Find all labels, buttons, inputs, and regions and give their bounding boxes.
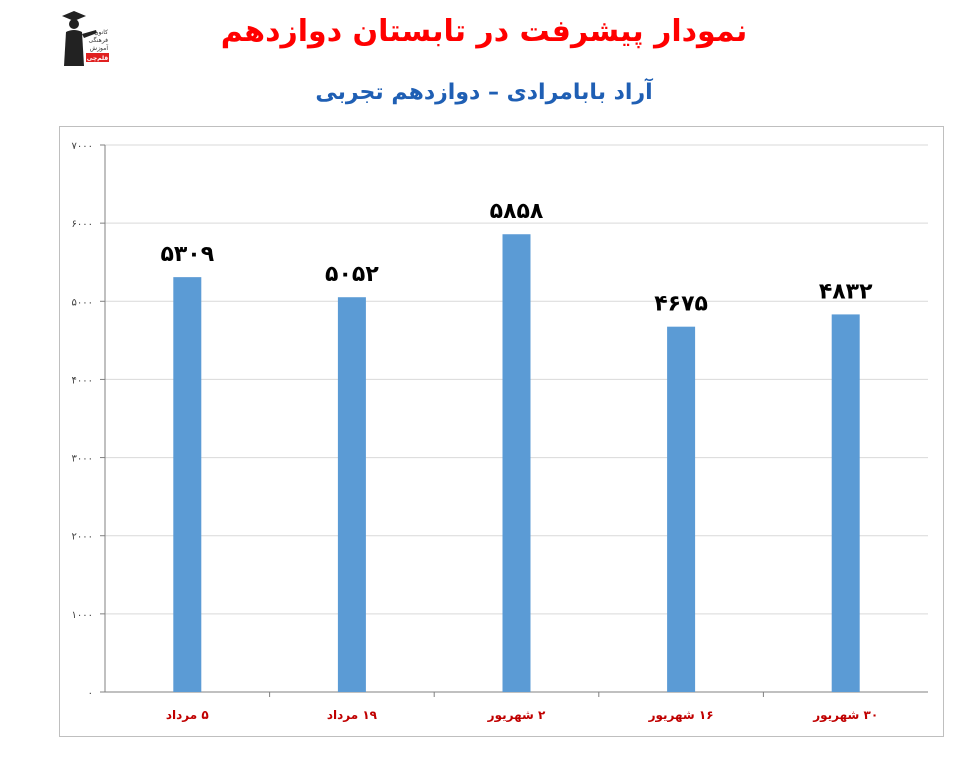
data-label: ۴۶۷۵ bbox=[654, 292, 708, 317]
x-category-label: ۱۹ مرداد bbox=[327, 708, 378, 722]
chart-frame bbox=[59, 126, 944, 737]
x-category-label: ۱۶ شهریور bbox=[648, 708, 714, 723]
logo-badge-bg bbox=[86, 53, 109, 62]
y-tick-label: ۷۰۰۰ bbox=[72, 141, 93, 152]
logo: کانون فرهنگی آموزش قلم‌چی bbox=[62, 11, 109, 66]
bar bbox=[667, 326, 696, 692]
data-label: ۵۰۵۲ bbox=[325, 262, 379, 287]
data-label: ۴۸۳۲ bbox=[819, 279, 873, 304]
logo-line-2: فرهنگی bbox=[89, 36, 109, 44]
y-tick-label: ۶۰۰۰ bbox=[72, 219, 93, 230]
bar bbox=[173, 277, 202, 692]
y-tick-label: ۱۰۰۰ bbox=[72, 610, 93, 621]
data-label: ۵۳۰۹ bbox=[160, 242, 214, 267]
y-tick-label: ۲۰۰۰ bbox=[72, 532, 93, 543]
y-tick-label: ۳۰۰۰ bbox=[72, 454, 93, 465]
logo-line-1: کانون bbox=[94, 29, 108, 36]
x-category-label: ۳۰ شهریور bbox=[812, 708, 878, 723]
bar bbox=[831, 314, 860, 692]
chart-subtitle: آراد بابامرادی – دوازدهم تجربی bbox=[315, 80, 653, 105]
logo-line-3: آموزش bbox=[90, 43, 109, 52]
y-tick-label: ۰ bbox=[88, 688, 93, 699]
bar bbox=[337, 297, 366, 692]
graduate-figure-icon bbox=[62, 11, 97, 66]
x-category-label: ۵ مرداد bbox=[166, 708, 209, 722]
logo-badge: قلم‌چی bbox=[87, 55, 109, 62]
chart-title: نمودار پیشرفت در تابستان دوازدهم bbox=[220, 14, 748, 49]
data-label: ۵۸۵۸ bbox=[490, 199, 544, 224]
y-tick-label: ۴۰۰۰ bbox=[72, 375, 93, 386]
x-category-label: ۲ شهریور bbox=[487, 708, 546, 723]
y-tick-label: ۵۰۰۰ bbox=[72, 297, 93, 308]
bar bbox=[502, 234, 531, 692]
